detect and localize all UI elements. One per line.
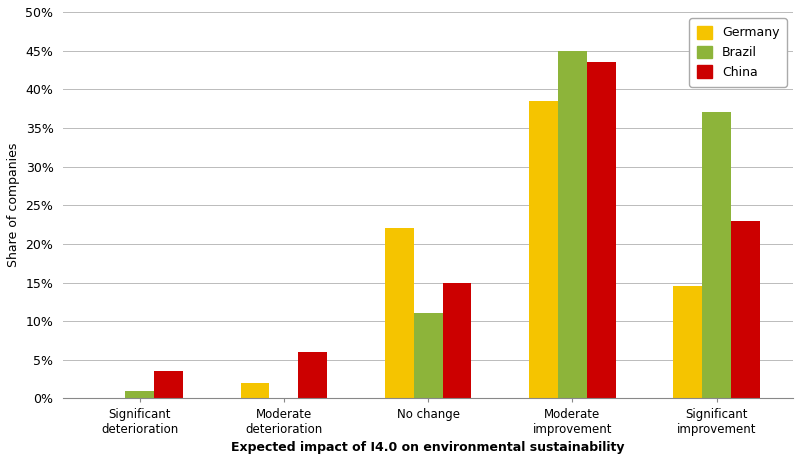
- Bar: [154, 372, 183, 398]
- Bar: [241, 383, 270, 398]
- Y-axis label: Share of companies: Share of companies: [7, 143, 20, 267]
- Bar: [385, 228, 414, 398]
- Bar: [126, 391, 154, 398]
- Bar: [731, 221, 760, 398]
- Bar: [298, 352, 327, 398]
- Bar: [586, 62, 616, 398]
- Bar: [529, 101, 558, 398]
- Bar: [702, 112, 731, 398]
- X-axis label: Expected impact of I4.0 on environmental sustainability: Expected impact of I4.0 on environmental…: [231, 441, 625, 454]
- Bar: [558, 51, 586, 398]
- Bar: [414, 313, 442, 398]
- Bar: [674, 286, 702, 398]
- Legend: Germany, Brazil, China: Germany, Brazil, China: [690, 18, 787, 87]
- Bar: [442, 283, 471, 398]
